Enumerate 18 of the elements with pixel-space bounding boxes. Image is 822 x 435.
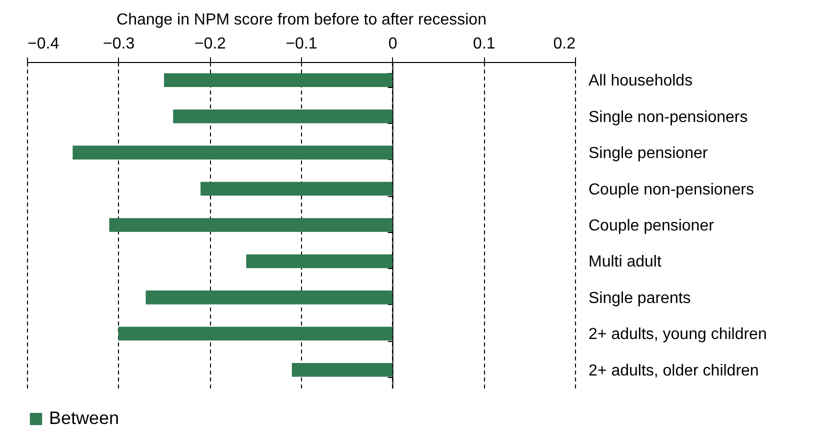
legend-label: Between [49,408,120,428]
x-tick-label: 0.2 [553,36,576,52]
y-tick-label: All households [588,72,693,90]
y-tick-label: Couple pensioner [588,218,715,234]
y-tick-label: Couple non-pensioners [588,181,754,198]
y-tick-label: Single non-pensioners [588,108,748,126]
y-tick-label: 2+ adults, young children [588,326,767,344]
y-tick-label: Single parents [588,290,691,307]
x-tick-label: −0.3 [103,36,135,52]
x-tick-label: 0 [388,36,398,52]
x-tick-label: −0.2 [194,36,226,52]
x-tick-label: 0.1 [473,36,496,52]
y-tick-label: 2+ adults, older children [588,362,759,380]
x-tick-label: −0.4 [28,36,60,52]
x-axis-title: Change in NPM score from before to after recession [116,12,486,28]
y-tick-label: Multi adult [588,254,662,271]
x-tick-label: −0.1 [286,36,318,52]
y-tick-label: Single pensioner [588,145,708,162]
